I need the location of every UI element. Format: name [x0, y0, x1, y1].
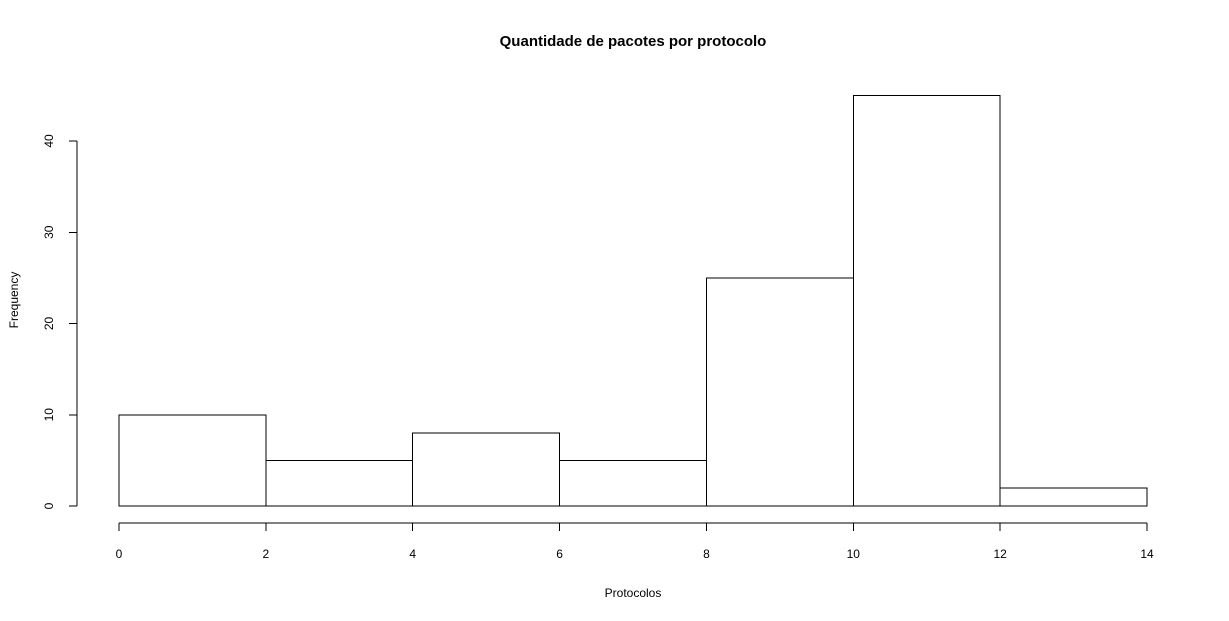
histogram-bar-4	[705, 277, 854, 507]
bars-group	[118, 94, 1148, 507]
y-tick-label: 20	[42, 317, 56, 331]
histogram-bar-1	[265, 459, 414, 507]
y-axis-label: Frequency	[7, 272, 21, 329]
histogram-bar-0	[118, 414, 267, 507]
x-tick-label: 12	[993, 547, 1007, 561]
x-tick-label: 8	[703, 547, 710, 561]
histogram-bar-6	[999, 487, 1148, 507]
x-tick-label: 14	[1140, 547, 1154, 561]
histogram-bar-5	[852, 94, 1001, 507]
y-tick-label: 40	[42, 134, 56, 148]
histogram-bar-3	[559, 459, 707, 507]
y-tick-label: 0	[42, 502, 56, 509]
x-axis-label: Protocolos	[605, 586, 662, 600]
y-tick-label: 30	[42, 225, 56, 239]
x-tick-label: 0	[116, 547, 123, 561]
x-tick-label: 10	[847, 547, 861, 561]
x-tick-label: 6	[556, 547, 563, 561]
histogram-bar-2	[412, 432, 561, 507]
x-tick-label: 2	[263, 547, 270, 561]
x-axis: 0 2 4 6 8 10 12 14	[116, 522, 1154, 561]
chart-title: Quantidade de pacotes por protocolo	[500, 33, 767, 50]
x-tick-label: 4	[409, 547, 416, 561]
y-tick-label: 10	[42, 408, 56, 422]
y-axis: 0 10 20 30 40	[42, 134, 78, 509]
